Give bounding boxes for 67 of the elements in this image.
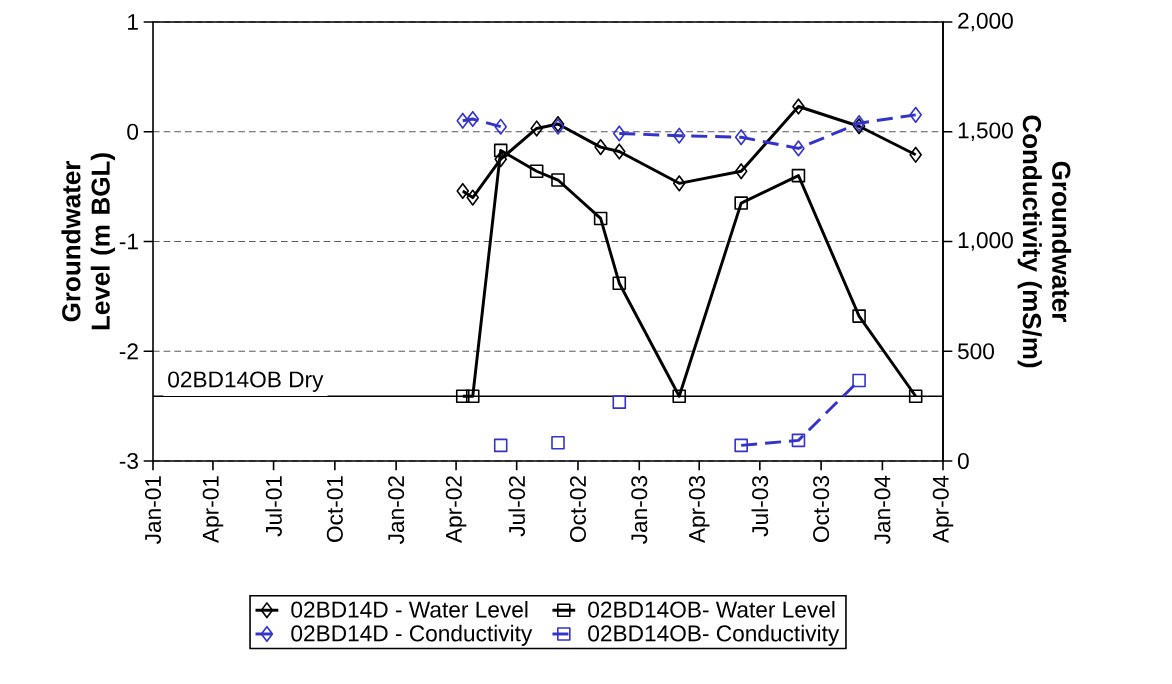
point — [494, 151, 508, 168]
x-tick-label: Jan-03 — [631, 476, 648, 544]
point — [530, 120, 543, 137]
point — [612, 276, 627, 290]
point — [852, 309, 866, 323]
y-tick-label: 1 — [128, 14, 138, 30]
point — [852, 373, 866, 388]
x-tick-label: Oct-03 — [813, 476, 830, 542]
point — [551, 435, 565, 450]
point — [672, 127, 686, 144]
x-tick-label: Apr-01 — [202, 476, 224, 544]
point — [791, 433, 806, 448]
point — [734, 129, 748, 146]
y2-tick-label: 1,500 — [958, 122, 1013, 142]
point — [734, 438, 748, 453]
point — [734, 196, 748, 210]
point — [908, 389, 923, 404]
point — [494, 118, 508, 135]
point — [466, 110, 480, 128]
point — [792, 98, 805, 115]
x-tick-label: Oct-02 — [569, 476, 587, 542]
legend-label: 02BD14OB- Conductivity — [588, 624, 840, 646]
point — [612, 125, 626, 142]
point — [672, 389, 687, 404]
point — [672, 175, 686, 192]
y-tick-label: -2 — [119, 343, 138, 360]
x-tick-label: Jul-01 — [265, 476, 282, 537]
point — [612, 143, 626, 160]
point — [909, 106, 922, 123]
point — [612, 395, 627, 409]
ref-line-label: 02BD14OB Dry — [168, 371, 324, 392]
point — [792, 140, 805, 157]
point — [456, 182, 470, 200]
y-tick-label: -3 — [119, 452, 138, 470]
y2-tick-label: 2,000 — [958, 12, 1013, 32]
point — [465, 389, 480, 404]
point — [493, 143, 508, 158]
legend-label: 02BD14OB- Water Level — [588, 601, 835, 618]
point — [791, 168, 806, 183]
y-tick-label: 0 — [127, 123, 139, 140]
x-tick-label: Apr-04 — [932, 475, 954, 544]
x-tick-label: Jan-02 — [388, 476, 405, 544]
x-tick-label: Oct-01 — [326, 476, 343, 542]
point — [529, 164, 544, 179]
x-tick-label: Jul-02 — [508, 476, 526, 537]
point — [909, 146, 922, 163]
point — [493, 438, 508, 453]
x-tick-label: Jan-01 — [144, 476, 162, 544]
y-tick-label: -1 — [119, 233, 138, 250]
legend-label: 02BD14D - Water Level — [291, 601, 528, 618]
y-axis-title: Groundwater Level (m BGL) — [61, 153, 115, 330]
point — [594, 138, 607, 156]
y2-tick-label: 500 — [957, 343, 994, 360]
y2-tick-label: 1,000 — [958, 232, 1013, 251]
point — [455, 389, 470, 404]
point — [593, 211, 608, 226]
x-tick-label: Jan-04 — [874, 475, 891, 544]
point — [456, 112, 470, 129]
x-tick-label: Jul-03 — [751, 476, 769, 537]
y2-tick-label: 0 — [957, 452, 969, 470]
point — [551, 173, 565, 187]
x-tick-label: Apr-03 — [688, 476, 710, 544]
point — [734, 163, 748, 180]
point — [466, 189, 480, 206]
y2-axis-title: Groundwater Conductivity (mS/m) — [1017, 115, 1072, 368]
x-tick-label: Apr-02 — [445, 476, 467, 544]
legend-label: 02BD14D - Conductivity — [291, 624, 533, 646]
